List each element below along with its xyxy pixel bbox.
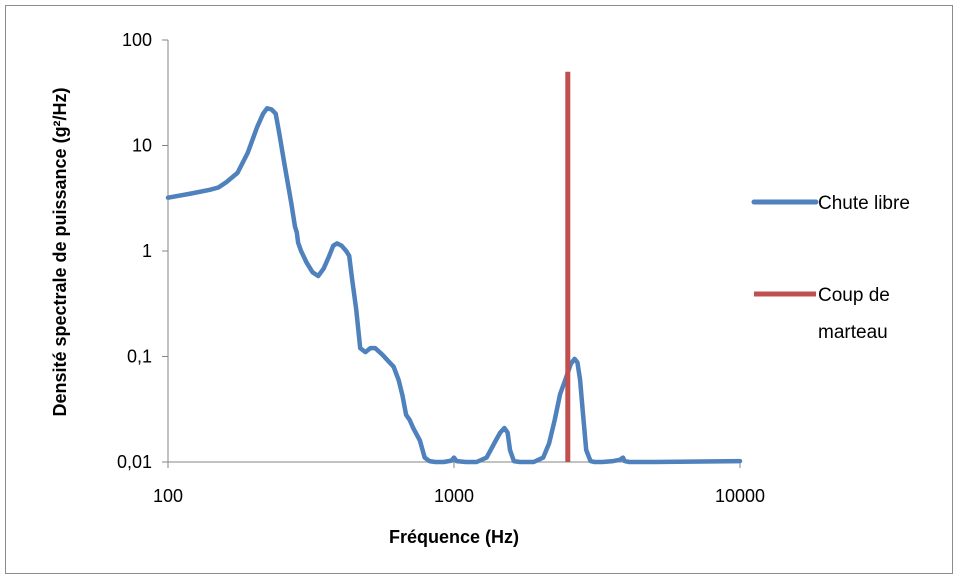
series-line-chute-libre: [165, 106, 743, 465]
x-tick-label: 10000: [715, 486, 765, 506]
x-axis-title: Fréquence (Hz): [389, 527, 519, 547]
series-layer: [165, 71, 743, 465]
y-tick-label: 1: [142, 241, 152, 261]
y-tick-label: 100: [122, 30, 152, 50]
legend: Chute libre Coup de marteau: [751, 193, 910, 343]
legend-label-chute-libre: Chute libre: [818, 193, 910, 214]
x-tick-label: 100: [153, 486, 183, 506]
legend-label-coup-de-marteau-2: marteau: [818, 322, 888, 343]
axes: [162, 39, 741, 468]
tick-labels: 0,01 0,1 1 10 100 100 1000 10000: [117, 30, 765, 506]
legend-label-coup-de-marteau-1: Coup de: [818, 285, 890, 306]
y-axis-title: Densité spectrale de puissance (g²/Hz): [50, 87, 70, 416]
chart-frame: [5, 5, 953, 574]
y-tick-label: 0,1: [127, 347, 152, 367]
x-tick-label: 1000: [434, 486, 474, 506]
y-tick-label: 10: [132, 136, 152, 156]
y-tick-label: 0,01: [117, 452, 152, 472]
